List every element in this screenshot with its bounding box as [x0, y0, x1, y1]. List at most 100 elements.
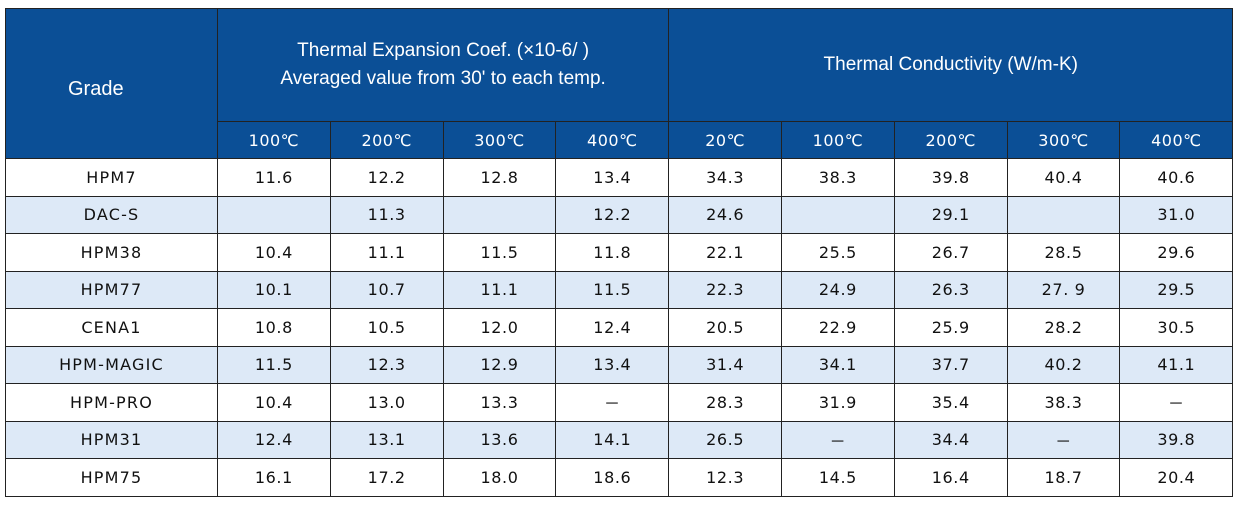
expansion-value-cell: 13.0 — [329, 383, 444, 422]
expansion-value-cell: 11.5 — [217, 345, 331, 384]
table-row: HPM75 16.1 17.2 18.0 18.6 12.3 14.5 16.4 18.7 20.… — [5, 458, 1234, 497]
conductivity-temp-header: 200℃ — [893, 121, 1008, 159]
conductivity-value-cell: 22.3 — [668, 270, 783, 309]
expansion-value-cell: 12.4 — [555, 308, 670, 347]
conductivity-value-cell: 29.1 — [893, 195, 1008, 234]
conductivity-value-cell: 34.4 — [893, 420, 1008, 459]
conductivity-value-cell: 31.4 — [668, 345, 783, 384]
table-body: HPM7 11.6 12.2 12.8 13.4 34.3 38.3 39.8 40.4 40.6… — [5, 158, 1234, 497]
expansion-value-cell: 13.4 — [555, 345, 670, 384]
conductivity-value-cell: 14.5 — [781, 458, 895, 497]
expansion-value-cell: 13.4 — [555, 158, 670, 197]
table-row: HPM31 12.4 13.1 13.6 14.1 26.5 － 34.4 － 39.8 — [5, 420, 1234, 459]
conductivity-value-cell: 39.8 — [1119, 420, 1234, 459]
conductivity-temp-header: 300℃ — [1006, 121, 1121, 159]
expansion-value-cell: 11.1 — [442, 270, 557, 309]
header-row-top: Grade Thermal Expansion Coef. (×10-6/ ) … — [5, 8, 1234, 159]
grade-cell: CENA1 — [5, 308, 218, 347]
conductivity-value-cell: 25.5 — [781, 233, 895, 272]
conductivity-value-cell: 28.2 — [1006, 308, 1121, 347]
expansion-value-cell: 11.5 — [555, 270, 670, 309]
grade-cell: HPM-MAGIC — [5, 345, 218, 384]
expansion-value-cell: 13.6 — [442, 420, 557, 459]
conductivity-value-cell: 28.5 — [1006, 233, 1121, 272]
conductivity-value-cell: 20.4 — [1119, 458, 1234, 497]
conductivity-value-cell: 12.3 — [668, 458, 783, 497]
conductivity-value-cell: 38.3 — [781, 158, 895, 197]
conductivity-value-cell: 29.5 — [1119, 270, 1234, 309]
table-row: CENA1 10.8 10.5 12.0 12.4 20.5 22.9 25.9 28.2 30.… — [5, 308, 1234, 347]
conductivity-value-cell: － — [1119, 383, 1234, 422]
expansion-value-cell: 12.4 — [217, 420, 331, 459]
conductivity-value-cell: － — [781, 420, 895, 459]
expansion-value-cell: 18.0 — [442, 458, 557, 497]
expansion-value-cell: 11.5 — [442, 233, 557, 272]
expansion-value-cell: 12.2 — [329, 158, 444, 197]
conductivity-value-cell: 29.6 — [1119, 233, 1234, 272]
table-row: HPM-MAGIC 11.5 12.3 12.9 13.4 31.4 34.1 37.7 40.… — [5, 345, 1234, 384]
conductivity-value-cell: 40.2 — [1006, 345, 1121, 384]
properties-table-container: Grade Thermal Expansion Coef. (×10-6/ ) … — [5, 8, 1234, 497]
expansion-value-cell: 11.3 — [329, 195, 444, 234]
expansion-value-cell: 11.8 — [555, 233, 670, 272]
conductivity-value-cell: 20.5 — [668, 308, 783, 347]
conductivity-temp-header: 100℃ — [781, 121, 895, 159]
header-row-temps: 100℃ 200℃ 300℃ 400℃ 20℃ 100℃ 200℃ 300℃ 4… — [6, 121, 1234, 159]
expansion-value-cell: 12.2 — [555, 195, 670, 234]
conductivity-value-cell — [781, 195, 895, 234]
expansion-value-cell: 10.4 — [217, 383, 331, 422]
expansion-value-cell: 12.0 — [442, 308, 557, 347]
thermal-expansion-header: Thermal Expansion Coef. (×10-6/ ) Averag… — [216, 8, 670, 122]
thermal-expansion-subtitle: Averaged value from 30' to each temp. — [280, 68, 606, 89]
conductivity-value-cell: 31.9 — [781, 383, 895, 422]
thermal-properties-table: Grade Thermal Expansion Coef. (×10-6/ ) … — [5, 8, 1234, 497]
conductivity-temp-header: 20℃ — [668, 121, 783, 159]
conductivity-value-cell: 26.3 — [893, 270, 1008, 309]
grade-cell: DAC-S — [5, 195, 218, 234]
grade-cell: HPM31 — [5, 420, 218, 459]
expansion-value-cell: 13.3 — [442, 383, 557, 422]
expansion-value-cell: 10.7 — [329, 270, 444, 309]
conductivity-temp-header: 400℃ — [1119, 121, 1234, 159]
expansion-value-cell: 10.8 — [217, 308, 331, 347]
table-row: HPM7 11.6 12.2 12.8 13.4 34.3 38.3 39.8 40.4 40.6 — [5, 158, 1234, 197]
expansion-value-cell: 12.3 — [329, 345, 444, 384]
conductivity-value-cell: 25.9 — [893, 308, 1008, 347]
conductivity-value-cell: 16.4 — [893, 458, 1008, 497]
conductivity-value-cell — [1006, 195, 1121, 234]
table-row: HPM-PRO 10.4 13.0 13.3 － 28.3 31.9 35.4 38.3 － — [5, 383, 1234, 422]
expansion-value-cell: 11.6 — [217, 158, 331, 197]
expansion-value-cell: 12.9 — [442, 345, 557, 384]
grade-cell: HPM38 — [5, 233, 218, 272]
expansion-value-cell: 16.1 — [217, 458, 331, 497]
conductivity-value-cell: 35.4 — [893, 383, 1008, 422]
expansion-temp-header: 100℃ — [217, 121, 331, 159]
conductivity-value-cell: 40.6 — [1119, 158, 1234, 197]
conductivity-value-cell: － — [1006, 420, 1121, 459]
conductivity-value-cell: 38.3 — [1006, 383, 1121, 422]
conductivity-value-cell: 22.1 — [668, 233, 783, 272]
conductivity-value-cell: 22.9 — [781, 308, 895, 347]
conductivity-value-cell: 31.0 — [1119, 195, 1234, 234]
grade-header: Grade — [5, 8, 218, 159]
expansion-value-cell: 11.1 — [329, 233, 444, 272]
expansion-value-cell: 10.4 — [217, 233, 331, 272]
conductivity-value-cell: 26.5 — [668, 420, 783, 459]
conductivity-value-cell: 24.6 — [668, 195, 783, 234]
expansion-value-cell: 18.6 — [555, 458, 670, 497]
conductivity-value-cell: 34.3 — [668, 158, 783, 197]
grade-cell: HPM77 — [5, 270, 218, 309]
conductivity-value-cell: 18.7 — [1006, 458, 1121, 497]
conductivity-value-cell: 30.5 — [1119, 308, 1234, 347]
conductivity-value-cell: 26.7 — [893, 233, 1008, 272]
conductivity-value-cell: 39.8 — [893, 158, 1008, 197]
expansion-value-cell — [442, 195, 557, 234]
thermal-expansion-title: Thermal Expansion Coef. (×10-6/ ) — [297, 40, 590, 61]
table-row: HPM77 10.1 10.7 11.1 11.5 22.3 24.9 26.3 27. 9 29… — [5, 270, 1234, 309]
grade-cell: HPM-PRO — [5, 383, 218, 422]
conductivity-value-cell: 37.7 — [893, 345, 1008, 384]
conductivity-value-cell: 34.1 — [781, 345, 895, 384]
conductivity-value-cell: 40.4 — [1006, 158, 1121, 197]
conductivity-value-cell: 28.3 — [668, 383, 783, 422]
expansion-value-cell: 17.2 — [329, 458, 444, 497]
